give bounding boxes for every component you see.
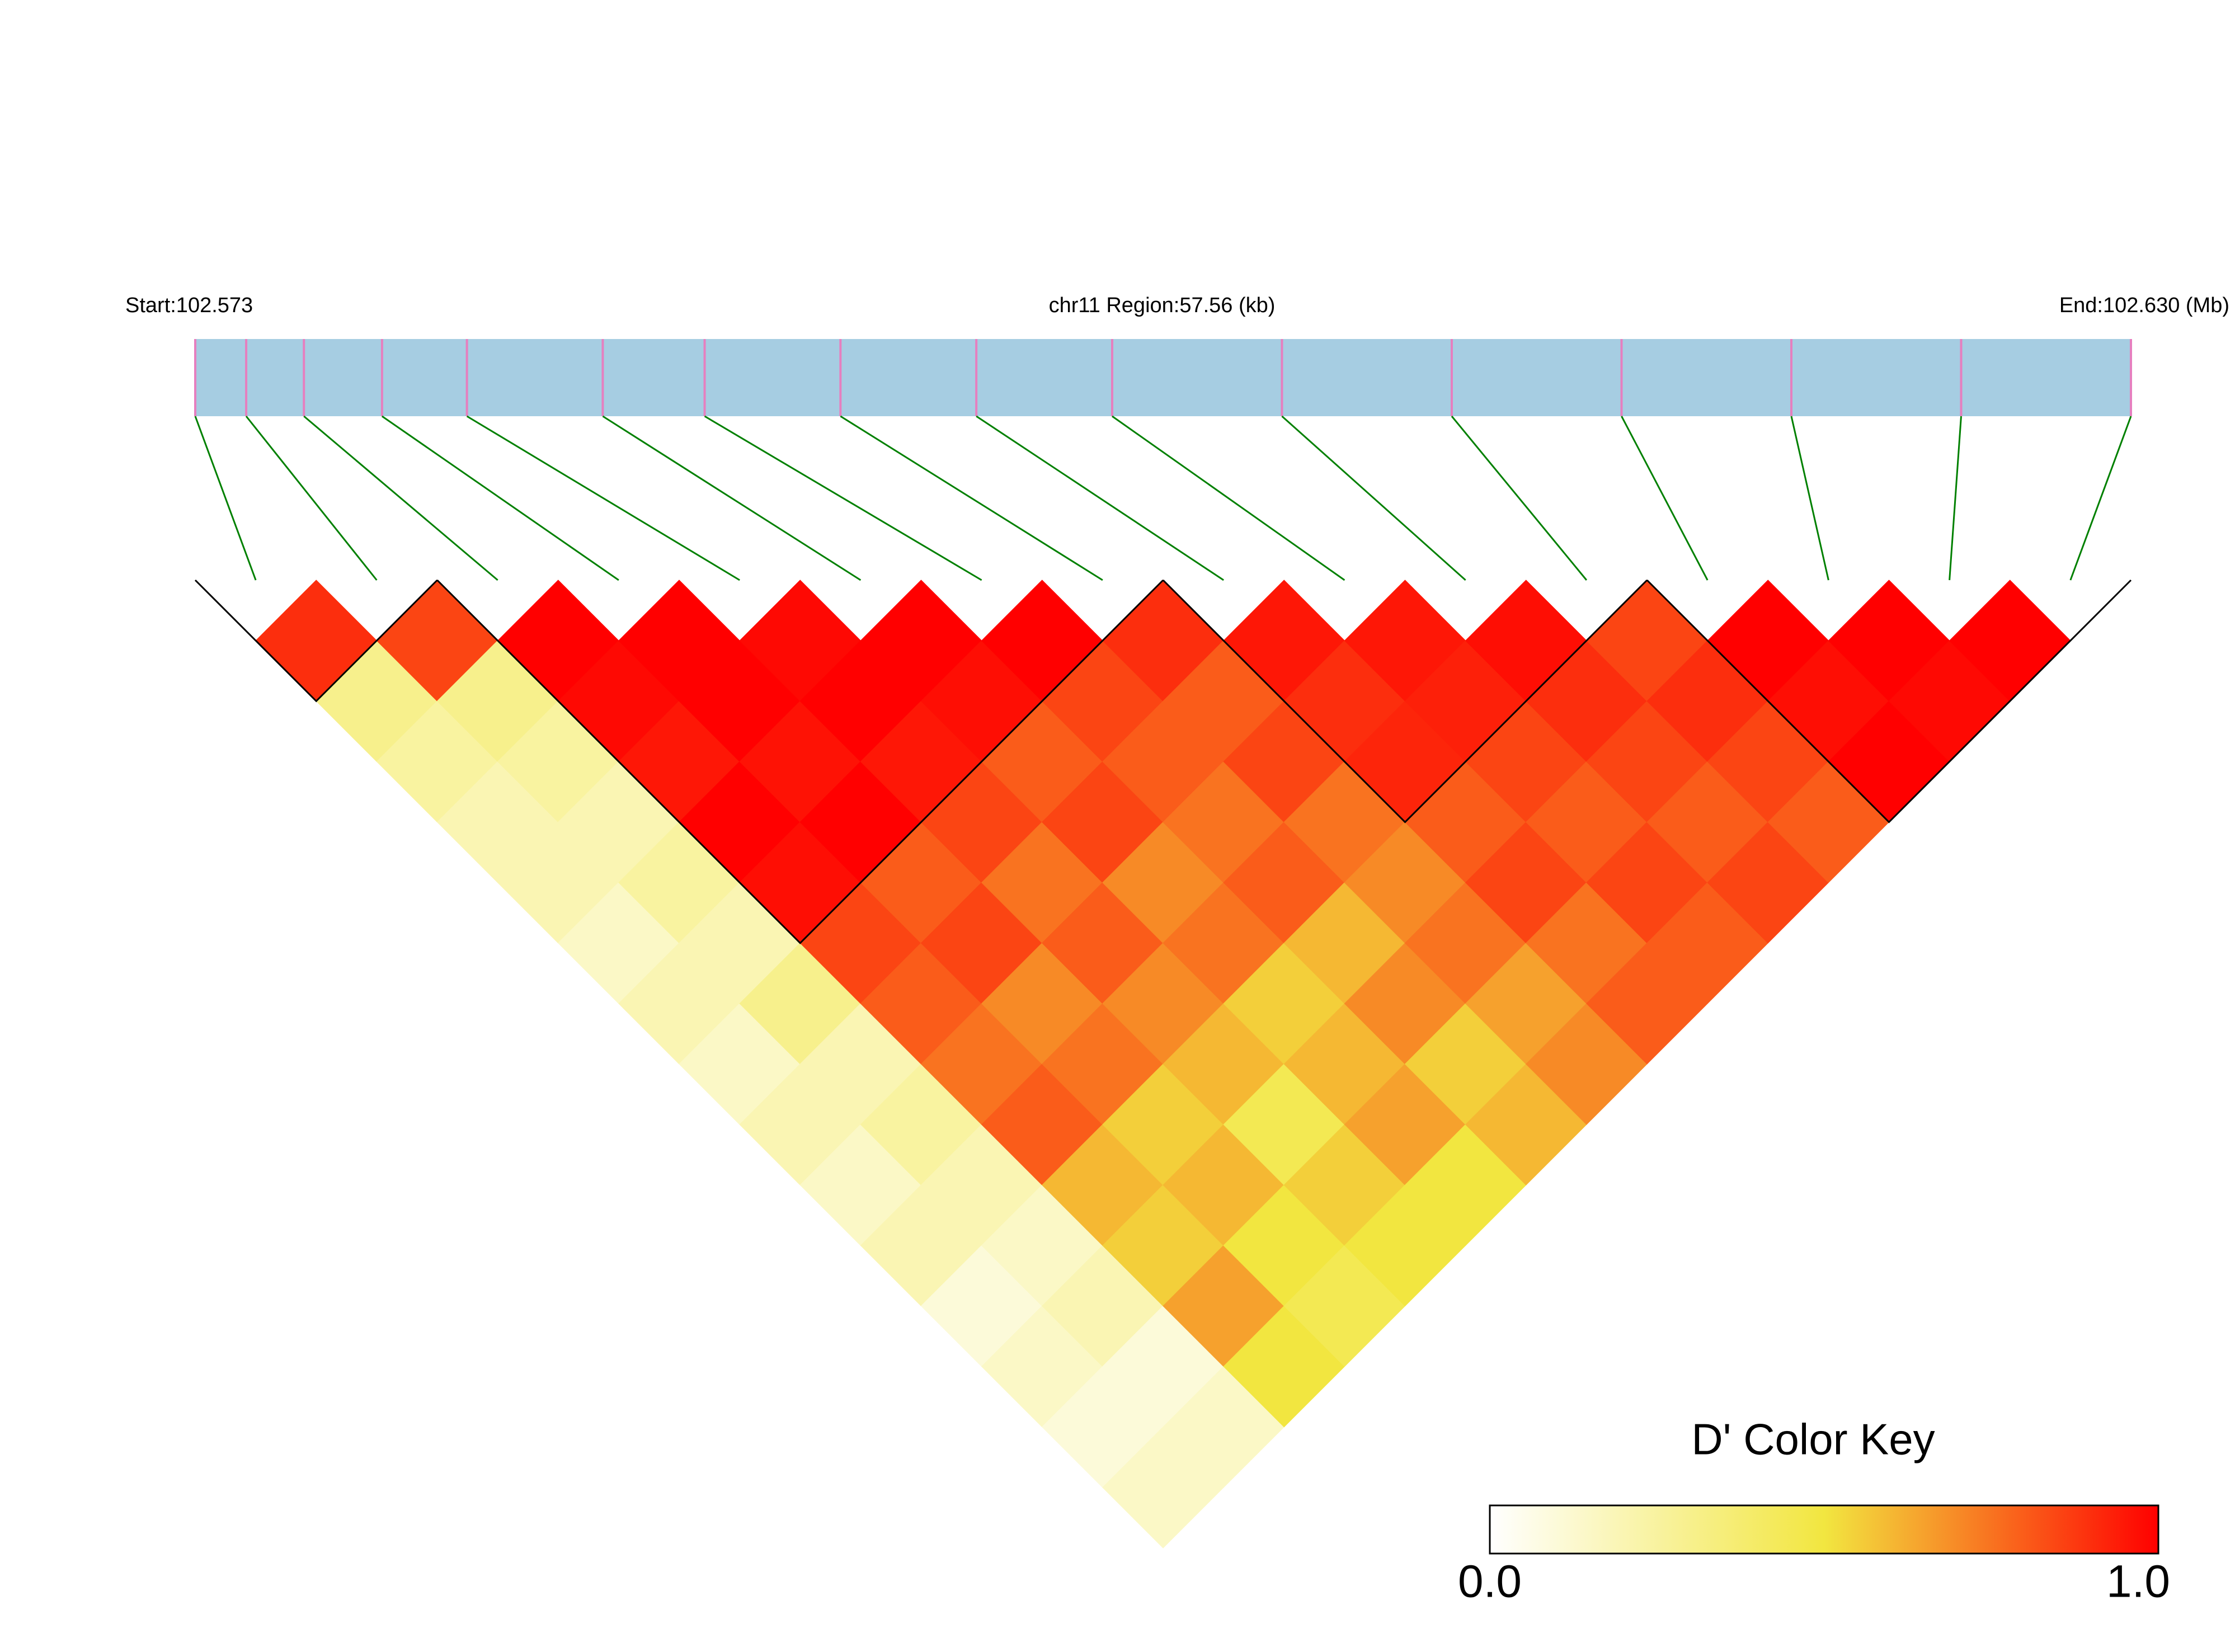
track-bar (195, 339, 2131, 416)
ld-block (194, 579, 438, 703)
snp-link (1949, 416, 1962, 581)
ld-block (436, 579, 1164, 944)
start-label: Start:102.573 (125, 294, 253, 317)
snp-link (704, 415, 982, 581)
colorbar-tick-label: 0.0 (1458, 1556, 1522, 1607)
snp-link (1451, 416, 1588, 581)
snp-link (466, 415, 740, 581)
snp-link (840, 415, 1103, 581)
snp-link (194, 416, 257, 581)
snp-link (303, 415, 498, 581)
ld-block (1162, 579, 1648, 823)
snp-link (245, 416, 378, 581)
region-label: chr11 Region:57.56 (kb) (1049, 294, 1276, 317)
colorbar-title: D' Color Key (1691, 1415, 1935, 1464)
snp-link (1281, 415, 1466, 581)
snp-link (2069, 416, 2132, 581)
snp-link (1112, 415, 1345, 581)
end-label: End:102.630 (Mb) (2059, 294, 2229, 317)
colorbar (1489, 1504, 2159, 1555)
snp-link (1621, 416, 1709, 581)
snp-link (1790, 416, 1829, 581)
colorbar-tick-label: 1.0 (2106, 1556, 2170, 1607)
ld-block (1646, 579, 2132, 823)
snp-link (382, 415, 619, 581)
snp-link (976, 415, 1224, 581)
snp-link (602, 415, 862, 581)
